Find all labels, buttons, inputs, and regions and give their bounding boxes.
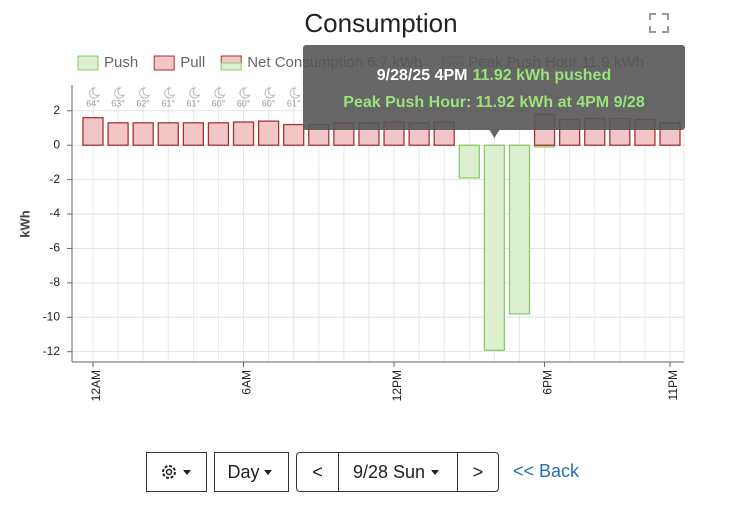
tooltip-value: 11.92 kWh pushed: [473, 67, 612, 84]
bar: [207, 122, 230, 146]
weather-icon: [164, 87, 176, 99]
date-label: 9/28 Sun: [352, 461, 426, 482]
y-tick-label: 2: [53, 103, 60, 117]
prev-button[interactable]: <: [296, 452, 339, 492]
y-tick-label: -10: [43, 309, 61, 323]
x-tick-label: 6AM: [240, 370, 254, 395]
weather-icon: [239, 87, 251, 99]
weather-icon: [264, 87, 276, 99]
bar: [458, 144, 480, 179]
chart: Consumption kWh 2 0 -2 -4 -6 -8 -10 -12 12AM 6AM 1…: [17, 8, 685, 401]
period-label: Day: [227, 461, 260, 482]
legend-swatch: [220, 55, 242, 64]
legend-swatch: [153, 55, 175, 71]
temperature: 60°: [237, 98, 251, 108]
chart-title: Consumption: [304, 8, 457, 38]
tooltip-arrow: [489, 130, 500, 138]
weather-icon: [289, 87, 301, 99]
x-tick-label: 6PM: [541, 370, 555, 395]
caret: [431, 470, 440, 475]
y-tick-label: 0: [53, 137, 60, 151]
bar: [157, 122, 179, 146]
y-tick-label: -6: [49, 241, 60, 255]
x-tick-label: 12AM: [89, 370, 103, 401]
weather-icon: [88, 87, 101, 99]
tooltip-title: 9/28/25 4PM 11.92 kWh pushed: [377, 67, 611, 84]
legend-swatch: [220, 62, 242, 71]
temperature: 61°: [161, 98, 175, 108]
fullscreen-icon[interactable]: [649, 13, 669, 33]
weather-icon: [189, 87, 201, 99]
back-link[interactable]: << Back: [513, 461, 580, 481]
y-tick-label: -4: [49, 206, 60, 220]
temperature: 61°: [287, 98, 301, 108]
temperature: 64°: [86, 98, 100, 108]
date-dropdown[interactable]: 9/28 Sun: [338, 452, 458, 492]
bar: [232, 121, 255, 146]
x-tick-label: 11PM: [666, 370, 680, 400]
temperature: 61°: [187, 98, 201, 108]
temperature: 63°: [111, 98, 125, 108]
bar: [132, 122, 154, 146]
next-button[interactable]: >: [457, 452, 499, 492]
legend-swatch: [77, 55, 99, 71]
bar: [107, 122, 129, 146]
weather-icon: [214, 87, 226, 99]
y-tick-label: -12: [43, 344, 61, 358]
bar: [283, 123, 305, 146]
next-label: >: [472, 461, 484, 482]
tooltip-peak: Peak Push Hour: 11.92 kWh at 4PM 9/28: [343, 94, 645, 111]
settings-button[interactable]: [146, 452, 207, 492]
temperature: 62°: [136, 98, 150, 108]
bar: [483, 144, 506, 351]
temperature: 60°: [262, 98, 276, 108]
y-tick-label: -2: [49, 172, 60, 186]
tooltip-box: [303, 45, 685, 130]
legend-label: Push: [104, 54, 138, 71]
y-axis-label: kWh: [17, 210, 32, 238]
weather-icon: [114, 87, 126, 99]
tooltip-date: 9/28/25 4PM: [377, 67, 468, 84]
bar: [257, 120, 280, 146]
bar: [508, 144, 531, 315]
prev-label: <: [312, 461, 323, 482]
temperature: 60°: [212, 98, 226, 108]
y-tick-label: -8: [49, 275, 60, 289]
legend-label: Pull: [180, 54, 205, 71]
bar: [182, 122, 204, 146]
period-dropdown[interactable]: Day: [214, 452, 289, 492]
gear-icon: [161, 465, 191, 479]
bar: [82, 117, 104, 146]
weather-icon: [139, 87, 151, 99]
x-tick-label: 12PM: [390, 370, 404, 401]
caret: [263, 470, 272, 475]
